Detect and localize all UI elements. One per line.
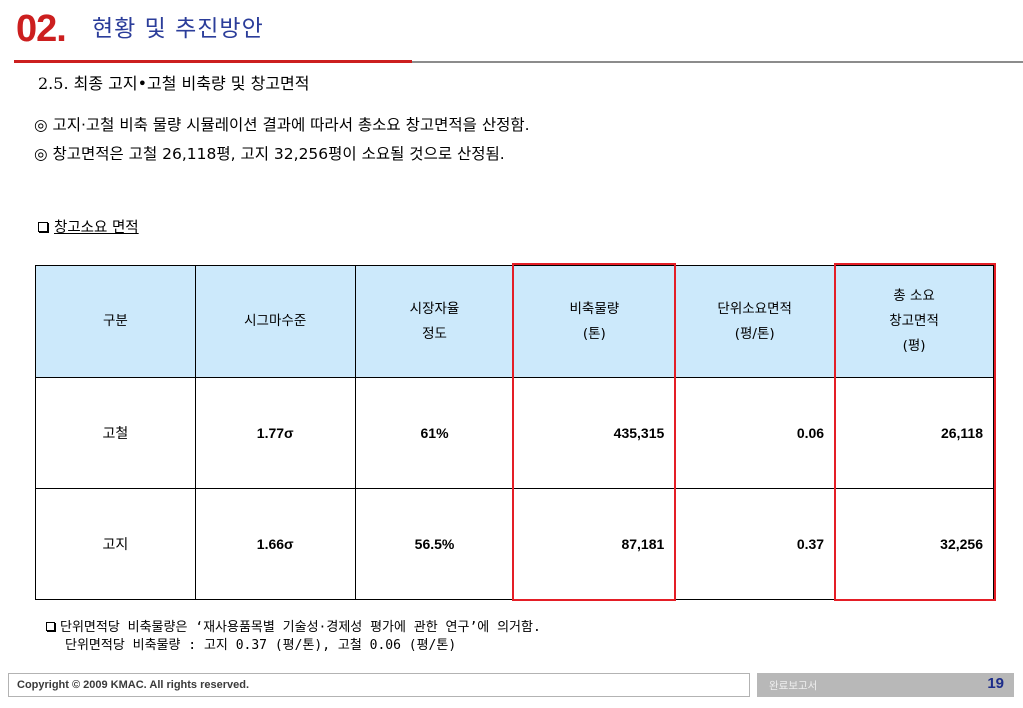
page-title: 현황 및 추진방안 [92,16,264,42]
header-divider [412,61,1023,63]
cell-stock-volume: 87,181 [513,488,676,600]
cell-total-area: 32,256 [834,488,994,600]
table-header-row: 구분 시그마수준 시장자율 정도 비축물량 (톤) 단위소요면적 (평/톤) 총 소요… [35,265,994,378]
section-number: 02. [16,8,67,50]
cell-stock-volume: 435,315 [513,377,676,489]
storage-area-table: 구분 시그마수준 시장자율 정도 비축물량 (톤) 단위소요면적 (평/톤) 총 소요… [35,265,994,600]
footer-copyright: Copyright © 2009 KMAC. All rights reserv… [8,673,750,697]
section-subtitle: 2.5. 최종 고지•고철 비축량 및 창고면적 [38,74,310,93]
table-caption-text: 창고소요 면적 [54,220,139,236]
table-caption: 창고소요 면적 [38,221,139,236]
cell-category: 고철 [35,377,196,489]
header-accent-rule [14,60,412,63]
header-category: 구분 [35,265,196,378]
bullet-2: ◎ 창고면적은 고철 26,118평, 고지 32,256평이 소요될 것으로 … [34,145,505,163]
cell-market-autonomy: 56.5% [354,488,515,600]
checkbox-square-icon [38,222,48,232]
header-stock-volume: 비축물량 (톤) [513,265,676,378]
cell-sigma-level: 1.66σ [194,488,356,600]
cell-unit-area: 0.37 [674,488,836,600]
page-number: 19 [987,675,1004,692]
cell-unit-area: 0.06 [674,377,836,489]
footnote-line-2: 단위면적당 비축물량 : 고지 0.37 (평/톤), 고철 0.06 (평/톤… [65,638,457,653]
cell-category: 고지 [35,488,196,600]
bullet-1: ◎ 고지·고철 비축 물량 시뮬레이션 결과에 따라서 총소요 창고면적을 산정… [34,116,530,134]
cell-total-area: 26,118 [834,377,994,489]
table-row: 고철 1.77σ 61% 435,315 0.06 26,118 [35,377,994,489]
cell-sigma-level: 1.77σ [194,377,356,489]
header-unit-area: 단위소요면적 (평/톤) [674,265,836,378]
checkbox-square-icon [46,622,55,631]
table-row: 고지 1.66σ 56.5% 87,181 0.37 32,256 [35,488,994,600]
header-market-autonomy: 시장자율 정도 [354,265,515,378]
footnote-line-1: 단위면적당 비축물량은 ‘재사용품목별 기술성·경제성 평가에 관한 연구’에 … [46,619,541,637]
footer-page-panel: 완료보고서 19 [757,673,1014,697]
footer-report-label: 완료보고서 [769,680,818,692]
cell-market-autonomy: 61% [354,377,515,489]
header-total-area: 총 소요 창고면적 (평) [834,265,994,378]
footnote: 단위면적당 비축물량은 ‘재사용품목별 기술성·경제성 평가에 관한 연구’에 … [46,619,541,655]
header-sigma-level: 시그마수준 [194,265,356,378]
